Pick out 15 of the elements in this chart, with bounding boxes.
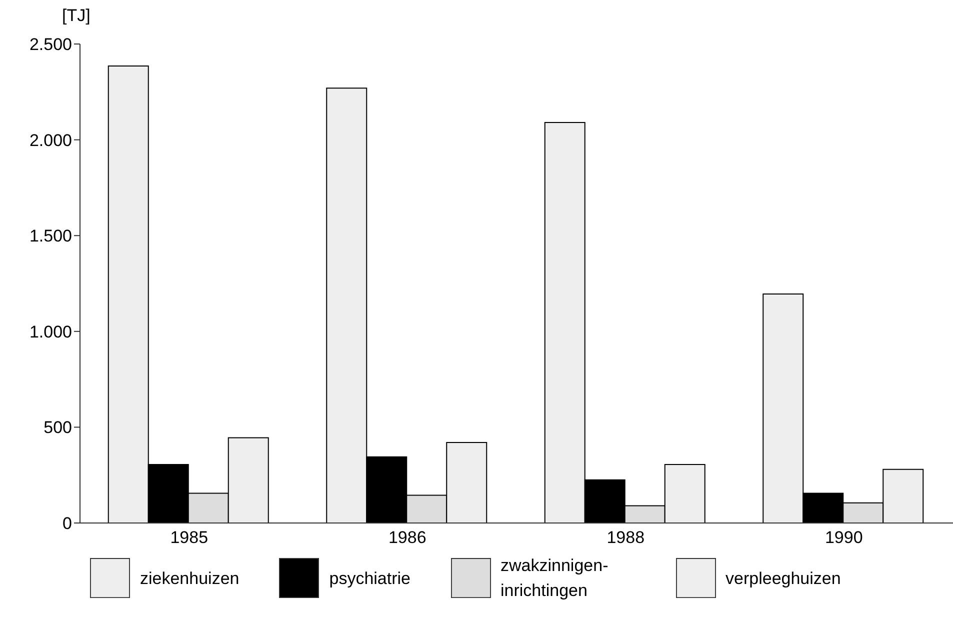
y-tick-label: 1.500 (29, 226, 72, 246)
legend-label: ziekenhuizen (140, 568, 240, 590)
legend-label: zwakzinnigen-inrichtingen (500, 555, 610, 602)
y-tick-label: 1.000 (29, 322, 72, 342)
x-tick-label: 1990 (824, 528, 863, 548)
y-axis-title: [TJ] (62, 6, 90, 26)
x-tick-label: 1986 (388, 528, 426, 548)
y-tick-label: 2.000 (29, 130, 72, 150)
x-tick-label: 1988 (606, 528, 645, 548)
x-tick-label: 1985 (170, 528, 208, 548)
y-tick-label: 2.500 (29, 35, 72, 54)
y-tick-label: 0 (62, 514, 72, 534)
y-tick-label: 500 (44, 418, 72, 438)
legend-label: verpleeghuizen (726, 568, 841, 590)
legend-label: psychiatrie (329, 568, 411, 590)
